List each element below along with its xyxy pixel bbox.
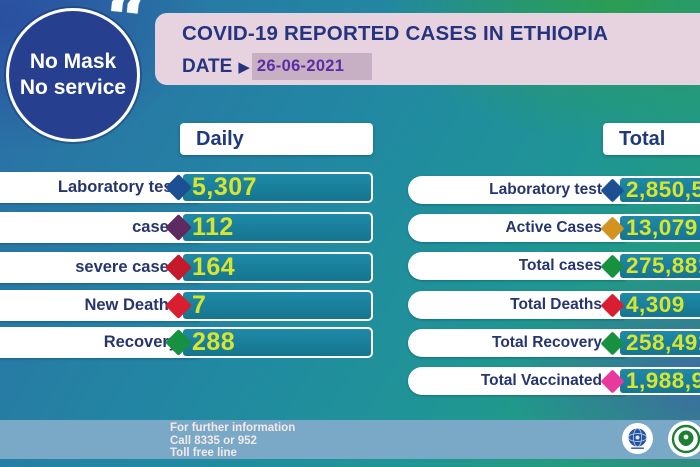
table-row: Active Cases 13,079 <box>408 214 700 242</box>
date-arrow-icon: ▶ <box>238 58 250 76</box>
moh-logo-icon <box>668 421 700 457</box>
row-value: 258,491 <box>618 329 700 357</box>
title-banner: COVID-19 REPORTED CASES IN ETHIOPIA DATE… <box>155 13 700 85</box>
date-value: 26-06-2021 <box>256 57 345 75</box>
table-row: Total Deaths 4,309 <box>408 291 700 319</box>
daily-column-header: Daily <box>180 123 373 155</box>
footer-line1: For further information <box>170 422 296 434</box>
row-value: 5,307 <box>181 172 373 203</box>
table-row: Recovery 288 <box>0 327 373 358</box>
row-value: 275,881 <box>618 252 700 280</box>
table-row: severe cases 164 <box>0 252 373 283</box>
row-value: 7 <box>181 290 373 321</box>
row-label: Total cases <box>408 252 628 280</box>
footer-line2: Call 8335 or 952 <box>170 434 257 447</box>
row-value: 164 <box>181 252 373 283</box>
row-value: 288 <box>181 327 373 358</box>
badge-line1: No Mask <box>29 50 117 73</box>
row-label: Total Recovery <box>408 329 628 357</box>
row-label: Total Deaths <box>408 291 628 319</box>
row-label: Laboratory test <box>408 176 628 204</box>
row-value: 112 <box>181 212 373 243</box>
date-strip: 26-06-2021 <box>251 53 372 80</box>
table-row: cases 112 <box>0 212 373 243</box>
page-title: COVID-19 REPORTED CASES IN ETHIOPIA <box>182 22 609 45</box>
total-column-header: Total <box>603 123 700 155</box>
table-row: Total cases 275,881 <box>408 252 700 280</box>
daily-header-label: Daily <box>196 127 244 150</box>
quote-icon: “ <box>100 0 150 57</box>
footer-line3: Toll free line <box>170 447 237 459</box>
date-label: DATE <box>182 55 233 77</box>
table-row: Total Recovery 258,491 <box>408 329 700 357</box>
table-row: Laboratory test 2,850,51 <box>408 176 700 204</box>
no-mask-badge: No Mask No service <box>6 8 140 142</box>
footer-band: For further information Call 8335 or 952… <box>0 420 700 459</box>
badge-line2: No service <box>19 76 127 99</box>
row-label: Total Vaccinated <box>408 367 628 395</box>
table-row: Total Vaccinated 1,988,90 <box>408 367 700 395</box>
row-value: 13,079 <box>618 214 700 242</box>
table-row: Laboratory test 5,307 <box>0 172 373 203</box>
footer-info: For further information Call 8335 or 952… <box>170 422 295 460</box>
row-value: 4,309 <box>618 291 700 319</box>
table-row: New Deaths 7 <box>0 290 373 321</box>
row-value: 2,850,51 <box>618 176 700 204</box>
ephi-logo-icon <box>622 423 653 454</box>
row-label: Active Cases <box>408 214 628 242</box>
date-row: DATE ▶ 26-06-2021 <box>182 53 372 80</box>
total-header-label: Total <box>619 127 666 150</box>
row-value: 1,988,90 <box>618 367 700 395</box>
